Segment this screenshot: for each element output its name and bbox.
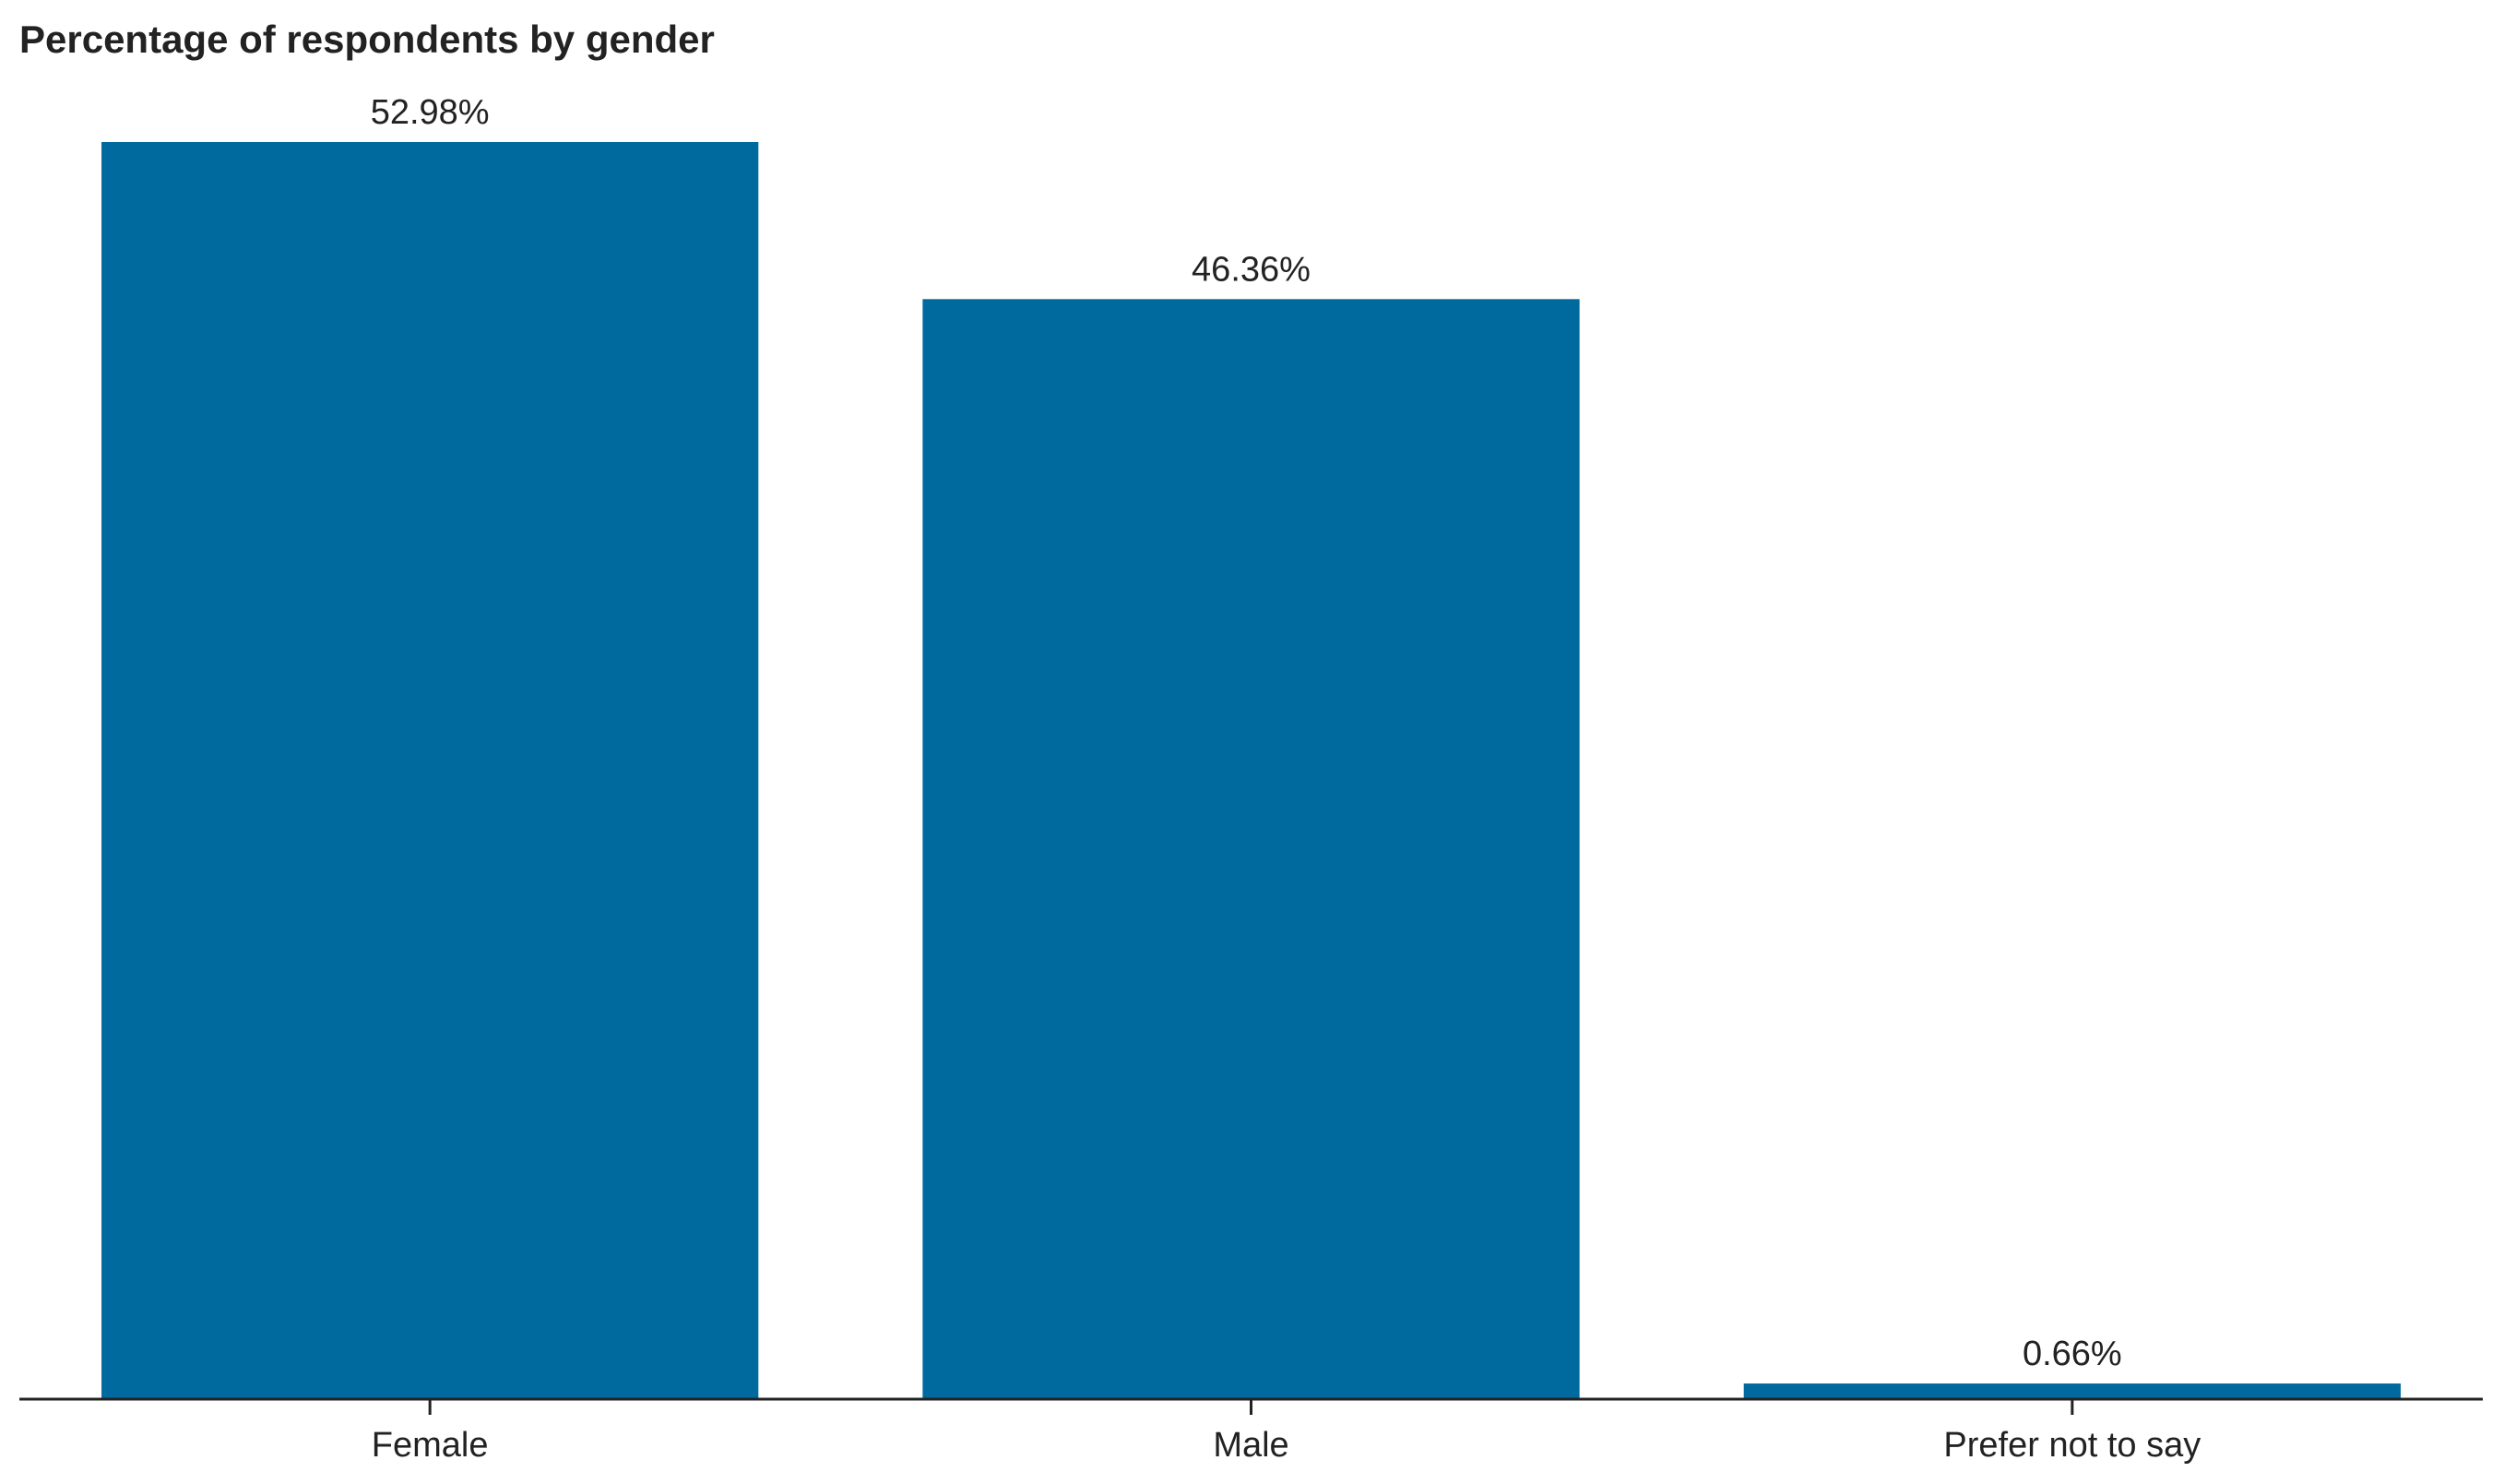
bar [101, 142, 759, 1399]
value-label: 52.98% [371, 93, 490, 132]
chart-title: Percentage of respondents by gender [19, 18, 715, 61]
bar [1743, 1383, 2401, 1399]
value-label: 46.36% [1192, 250, 1311, 289]
x-tick-label: Prefer not to say [1943, 1426, 2201, 1465]
bar [922, 299, 1580, 1399]
x-tick-label: Male [1213, 1426, 1288, 1465]
value-label: 0.66% [2023, 1335, 2122, 1373]
x-tick-label: Female [372, 1426, 489, 1465]
